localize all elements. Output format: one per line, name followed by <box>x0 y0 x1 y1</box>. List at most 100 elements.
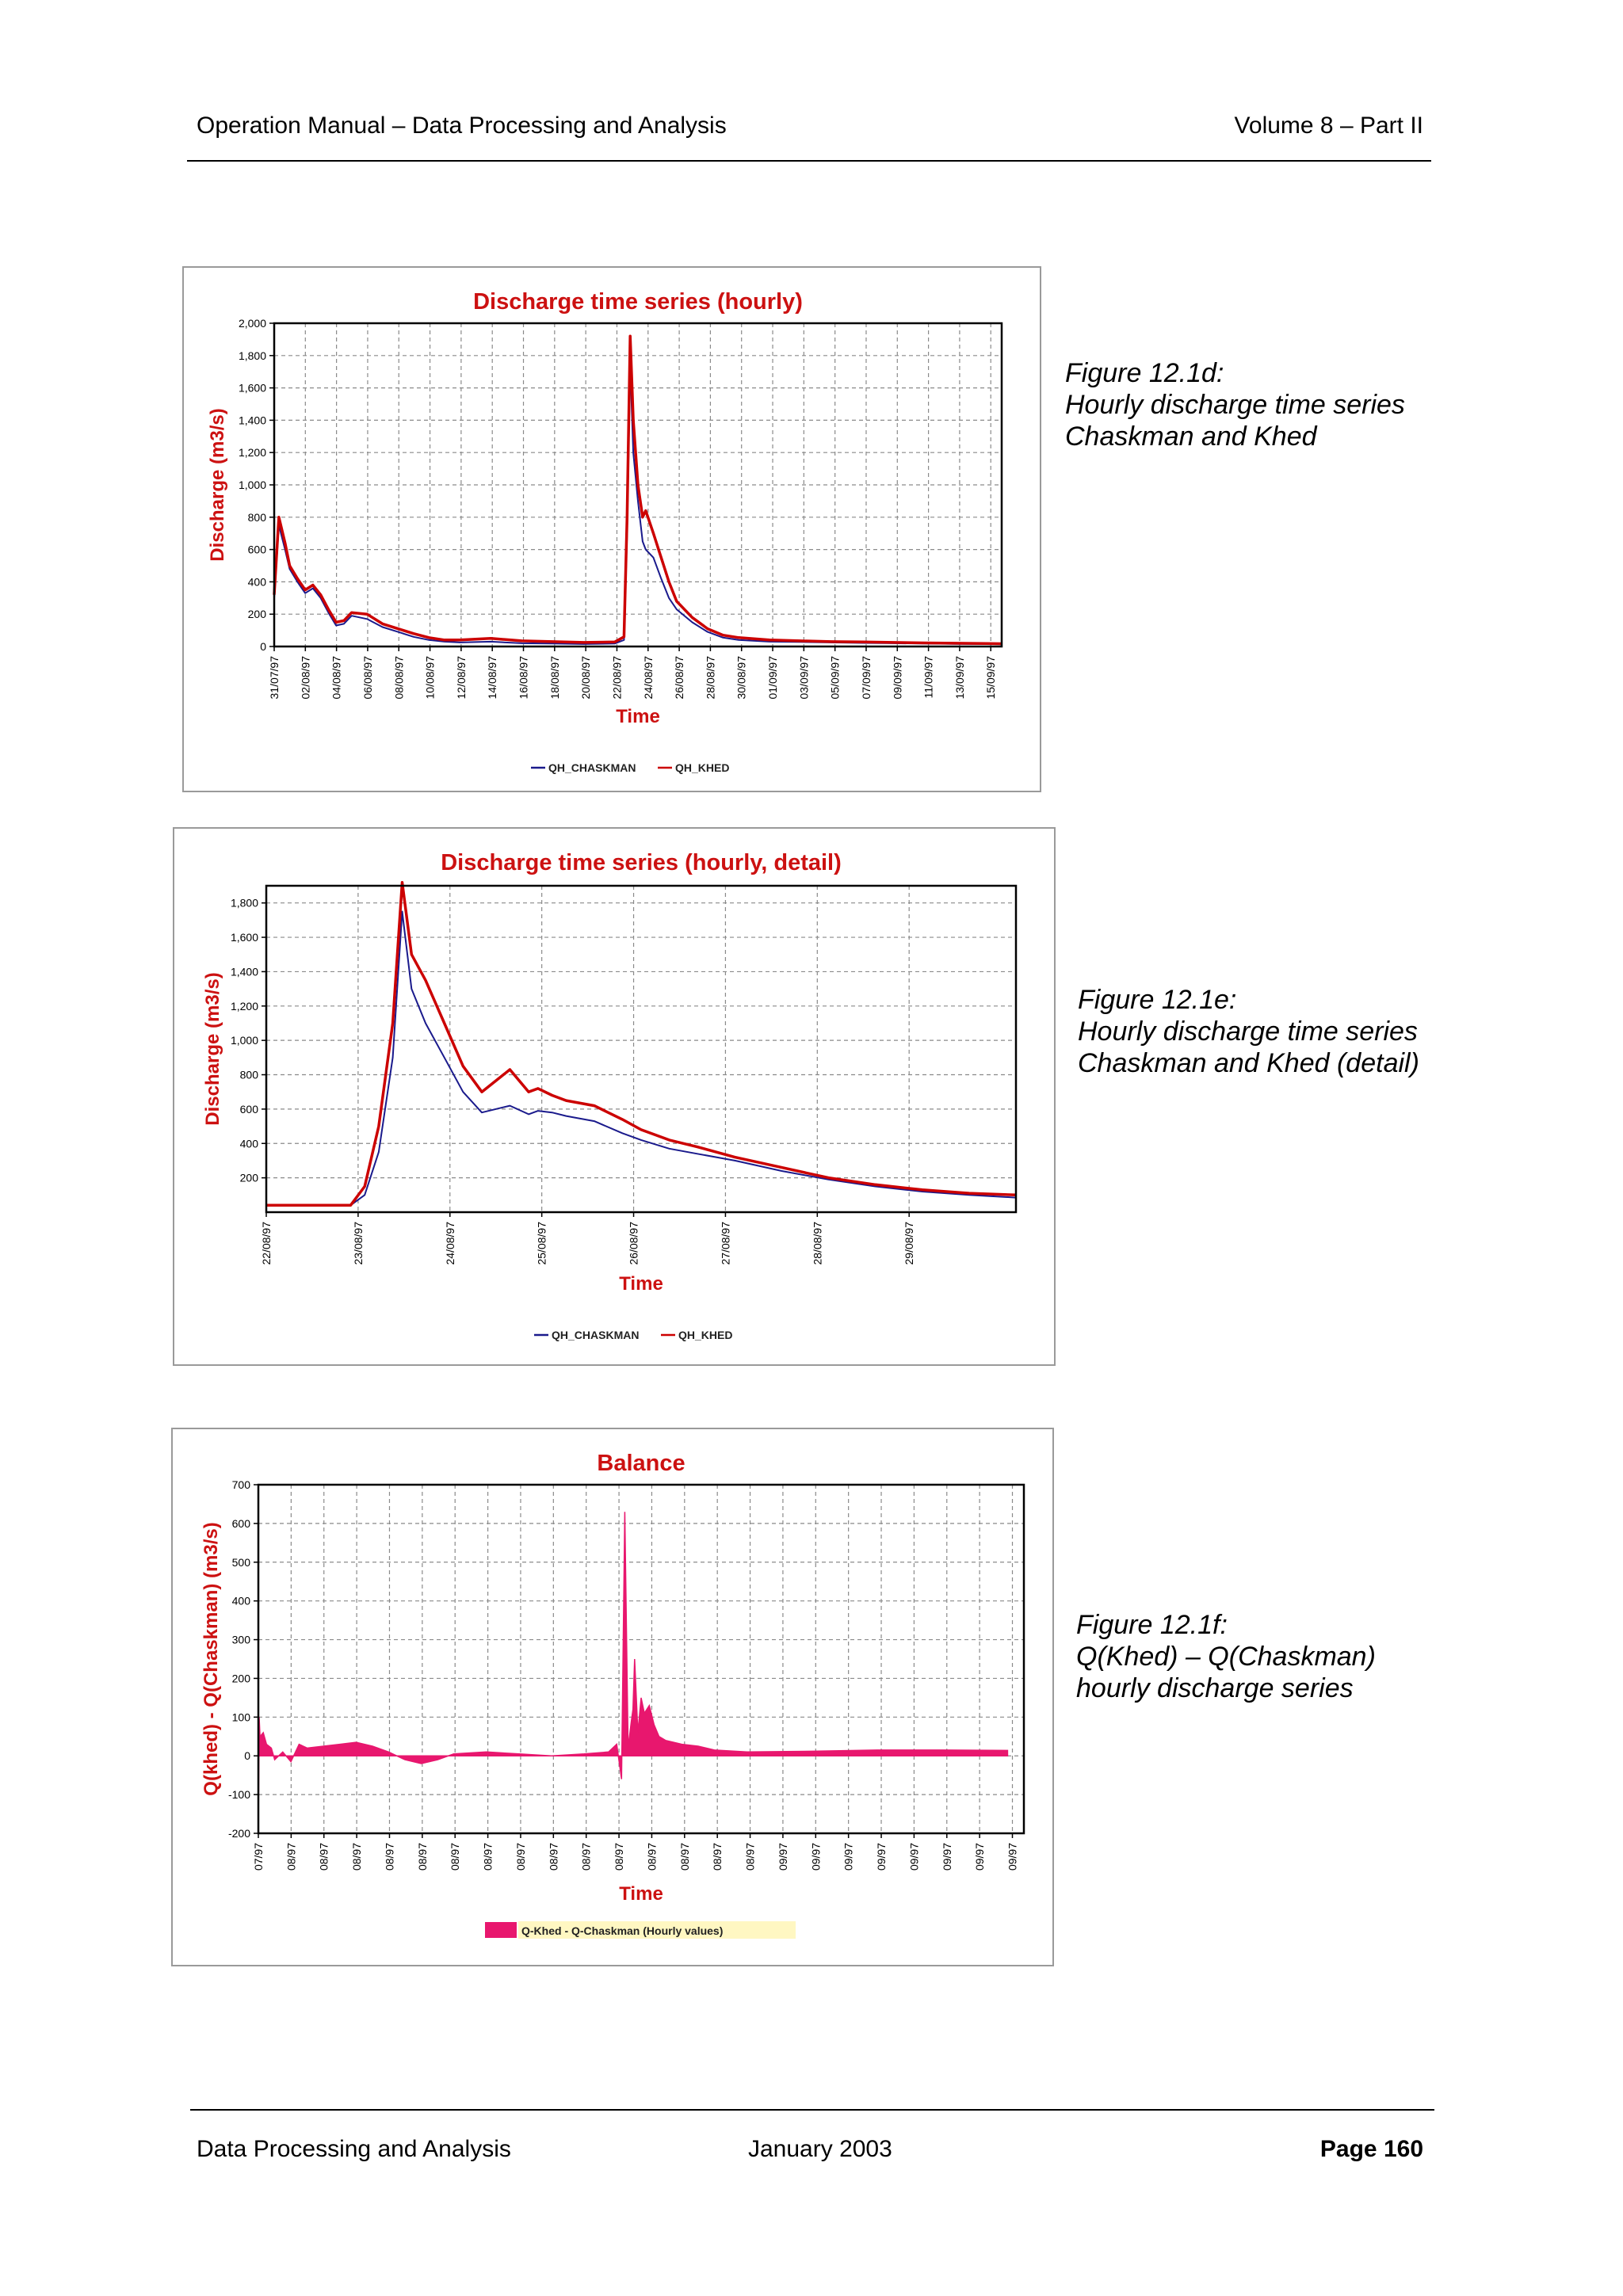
x-tick-label: 08/97 <box>613 1843 625 1871</box>
x-tick-label: 08/97 <box>547 1843 559 1871</box>
y-tick-label: -100 <box>228 1788 250 1801</box>
series-line <box>273 363 1002 646</box>
x-tick-label: 08/97 <box>416 1843 429 1871</box>
legend-label: QH_KHED <box>678 1329 732 1341</box>
x-tick-label: 07/97 <box>252 1843 265 1871</box>
caption-line: Figure 12.1f: <box>1076 1610 1228 1640</box>
x-tick-label: 09/97 <box>941 1843 953 1871</box>
y-tick-label: 600 <box>248 543 267 556</box>
running-header-title: Operation Manual – Data Processing and A… <box>197 113 727 139</box>
x-tick-label: 08/97 <box>645 1843 658 1871</box>
y-tick-label: 400 <box>248 575 267 588</box>
x-axis-label: Time <box>619 1883 663 1905</box>
x-tick-label: 26/08/97 <box>673 656 685 700</box>
plot-frame <box>273 322 1003 648</box>
x-tick-label: 08/97 <box>318 1843 330 1871</box>
x-tick-label: 09/97 <box>907 1843 920 1871</box>
x-tick-label: 18/08/97 <box>548 656 561 700</box>
x-tick-label: 03/09/97 <box>797 656 810 700</box>
y-tick-label: 1,800 <box>239 349 266 362</box>
footer-rule <box>190 2109 1434 2111</box>
y-tick-label: 200 <box>240 1172 259 1184</box>
x-tick-label: 25/08/97 <box>536 1222 548 1265</box>
series-line <box>266 910 1017 1207</box>
y-tick-label: 400 <box>240 1137 259 1150</box>
y-tick-label: 1,600 <box>231 931 258 944</box>
x-tick-label: 09/97 <box>809 1843 822 1871</box>
x-tick-label: 15/09/97 <box>984 656 997 700</box>
x-tick-label: 09/97 <box>842 1843 855 1871</box>
y-tick-label: 200 <box>248 608 267 620</box>
x-tick-label: 09/97 <box>973 1843 986 1871</box>
x-tick-label: 26/08/97 <box>628 1222 640 1265</box>
figure-12-1f-chart-frame: Balance -200 -100 0 100 200 300 400 500 600 700 07/… <box>171 1428 1054 1966</box>
figure-12-1e-chart-frame: Discharge time series (hourly, detail) 20… <box>173 827 1056 1366</box>
y-tick-label: 400 <box>232 1595 251 1608</box>
y-tick-label: 300 <box>232 1634 251 1646</box>
y-tick-label: 1,200 <box>239 446 266 459</box>
legend-label: QH_KHED <box>675 761 729 774</box>
legend-label: QH_CHASKMAN <box>548 761 636 774</box>
x-tick-label: 30/08/97 <box>735 656 748 700</box>
x-tick-label: 08/97 <box>350 1843 363 1871</box>
x-tick-label: 13/09/97 <box>953 656 966 700</box>
x-axis-label: Time <box>619 1273 663 1295</box>
x-tick-label: 23/08/97 <box>352 1222 365 1265</box>
y-tick-label: 1,400 <box>239 414 266 426</box>
y-tick-label: 800 <box>248 511 267 524</box>
x-tick-label: 24/08/97 <box>642 656 655 700</box>
plot-frame <box>265 884 1018 1214</box>
x-tick-label: 29/08/97 <box>903 1222 915 1265</box>
caption-line: Figure 12.1d: <box>1065 358 1224 388</box>
chart-title: Discharge time series (hourly) <box>473 289 803 315</box>
plot-area <box>258 1485 1024 1833</box>
caption-line: Hourly discharge time series <box>1065 390 1405 420</box>
x-tick-label: 09/97 <box>1006 1843 1019 1871</box>
x-tick-label: 08/97 <box>514 1843 527 1871</box>
chart-hourly-discharge: Discharge time series (hourly) 0 200 400 600… <box>207 289 1003 774</box>
x-tick-label: 08/97 <box>744 1843 757 1871</box>
legend-swatch <box>485 1922 517 1938</box>
x-tick-label: 08/97 <box>711 1843 724 1871</box>
footer-page-number: Page 160 <box>1319 2136 1423 2162</box>
x-tick-label: 05/09/97 <box>829 656 842 700</box>
x-tick-label: 20/08/97 <box>579 656 592 700</box>
x-tick-label: 08/97 <box>285 1843 297 1871</box>
legend-background <box>518 1921 796 1939</box>
chart-balance: Balance -200 -100 0 100 200 300 400 500 600 700 07/… <box>200 1451 1025 1939</box>
x-tick-label: 16/08/97 <box>517 656 530 700</box>
y-axis-label: Discharge (m3/s) <box>207 408 228 561</box>
caption-line: hourly discharge series <box>1076 1673 1354 1703</box>
y-tick-label: 1,800 <box>231 897 258 910</box>
caption-line: Chaskman and Khed <box>1065 421 1317 452</box>
header-rule <box>187 160 1431 162</box>
y-tick-label: 0 <box>260 640 266 653</box>
x-tick-label: 11/09/97 <box>922 656 935 699</box>
y-tick-label: -200 <box>228 1827 250 1840</box>
x-tick-label: 08/97 <box>678 1843 691 1871</box>
caption-line: Hourly discharge time series <box>1078 1016 1418 1047</box>
chart-title: Discharge time series (hourly, detail) <box>441 850 842 875</box>
y-tick-label: 1,000 <box>231 1034 258 1047</box>
series-line <box>273 334 1002 646</box>
y-axis-label: Discharge (m3/s) <box>202 972 223 1125</box>
running-header-volume: Volume 8 – Part II <box>1234 113 1423 139</box>
y-tick-label: 0 <box>244 1749 250 1762</box>
x-tick-label: 14/08/97 <box>486 656 498 700</box>
y-tick-label: 600 <box>240 1103 259 1116</box>
y-tick-label: 100 <box>232 1711 251 1723</box>
caption-line: Q(Khed) – Q(Chaskman) <box>1076 1642 1376 1672</box>
legend-label: QH_CHASKMAN <box>552 1329 639 1341</box>
y-tick-label: 1,200 <box>231 1000 258 1013</box>
series-line <box>266 880 1017 1207</box>
y-tick-label: 1,400 <box>231 965 258 978</box>
footer-section: Data Processing and Analysis <box>197 2136 511 2162</box>
plot-area <box>266 886 1016 1212</box>
y-tick-label: 600 <box>232 1517 251 1530</box>
plot-frame <box>257 1483 1025 1835</box>
x-tick-label: 31/07/97 <box>268 656 281 700</box>
chart-hourly-discharge-detail: Discharge time series (hourly, detail) 20… <box>202 850 1018 1341</box>
x-tick-label: 12/08/97 <box>455 656 468 700</box>
x-tick-label: 09/09/97 <box>891 656 903 700</box>
footer-date: January 2003 <box>748 2136 892 2162</box>
